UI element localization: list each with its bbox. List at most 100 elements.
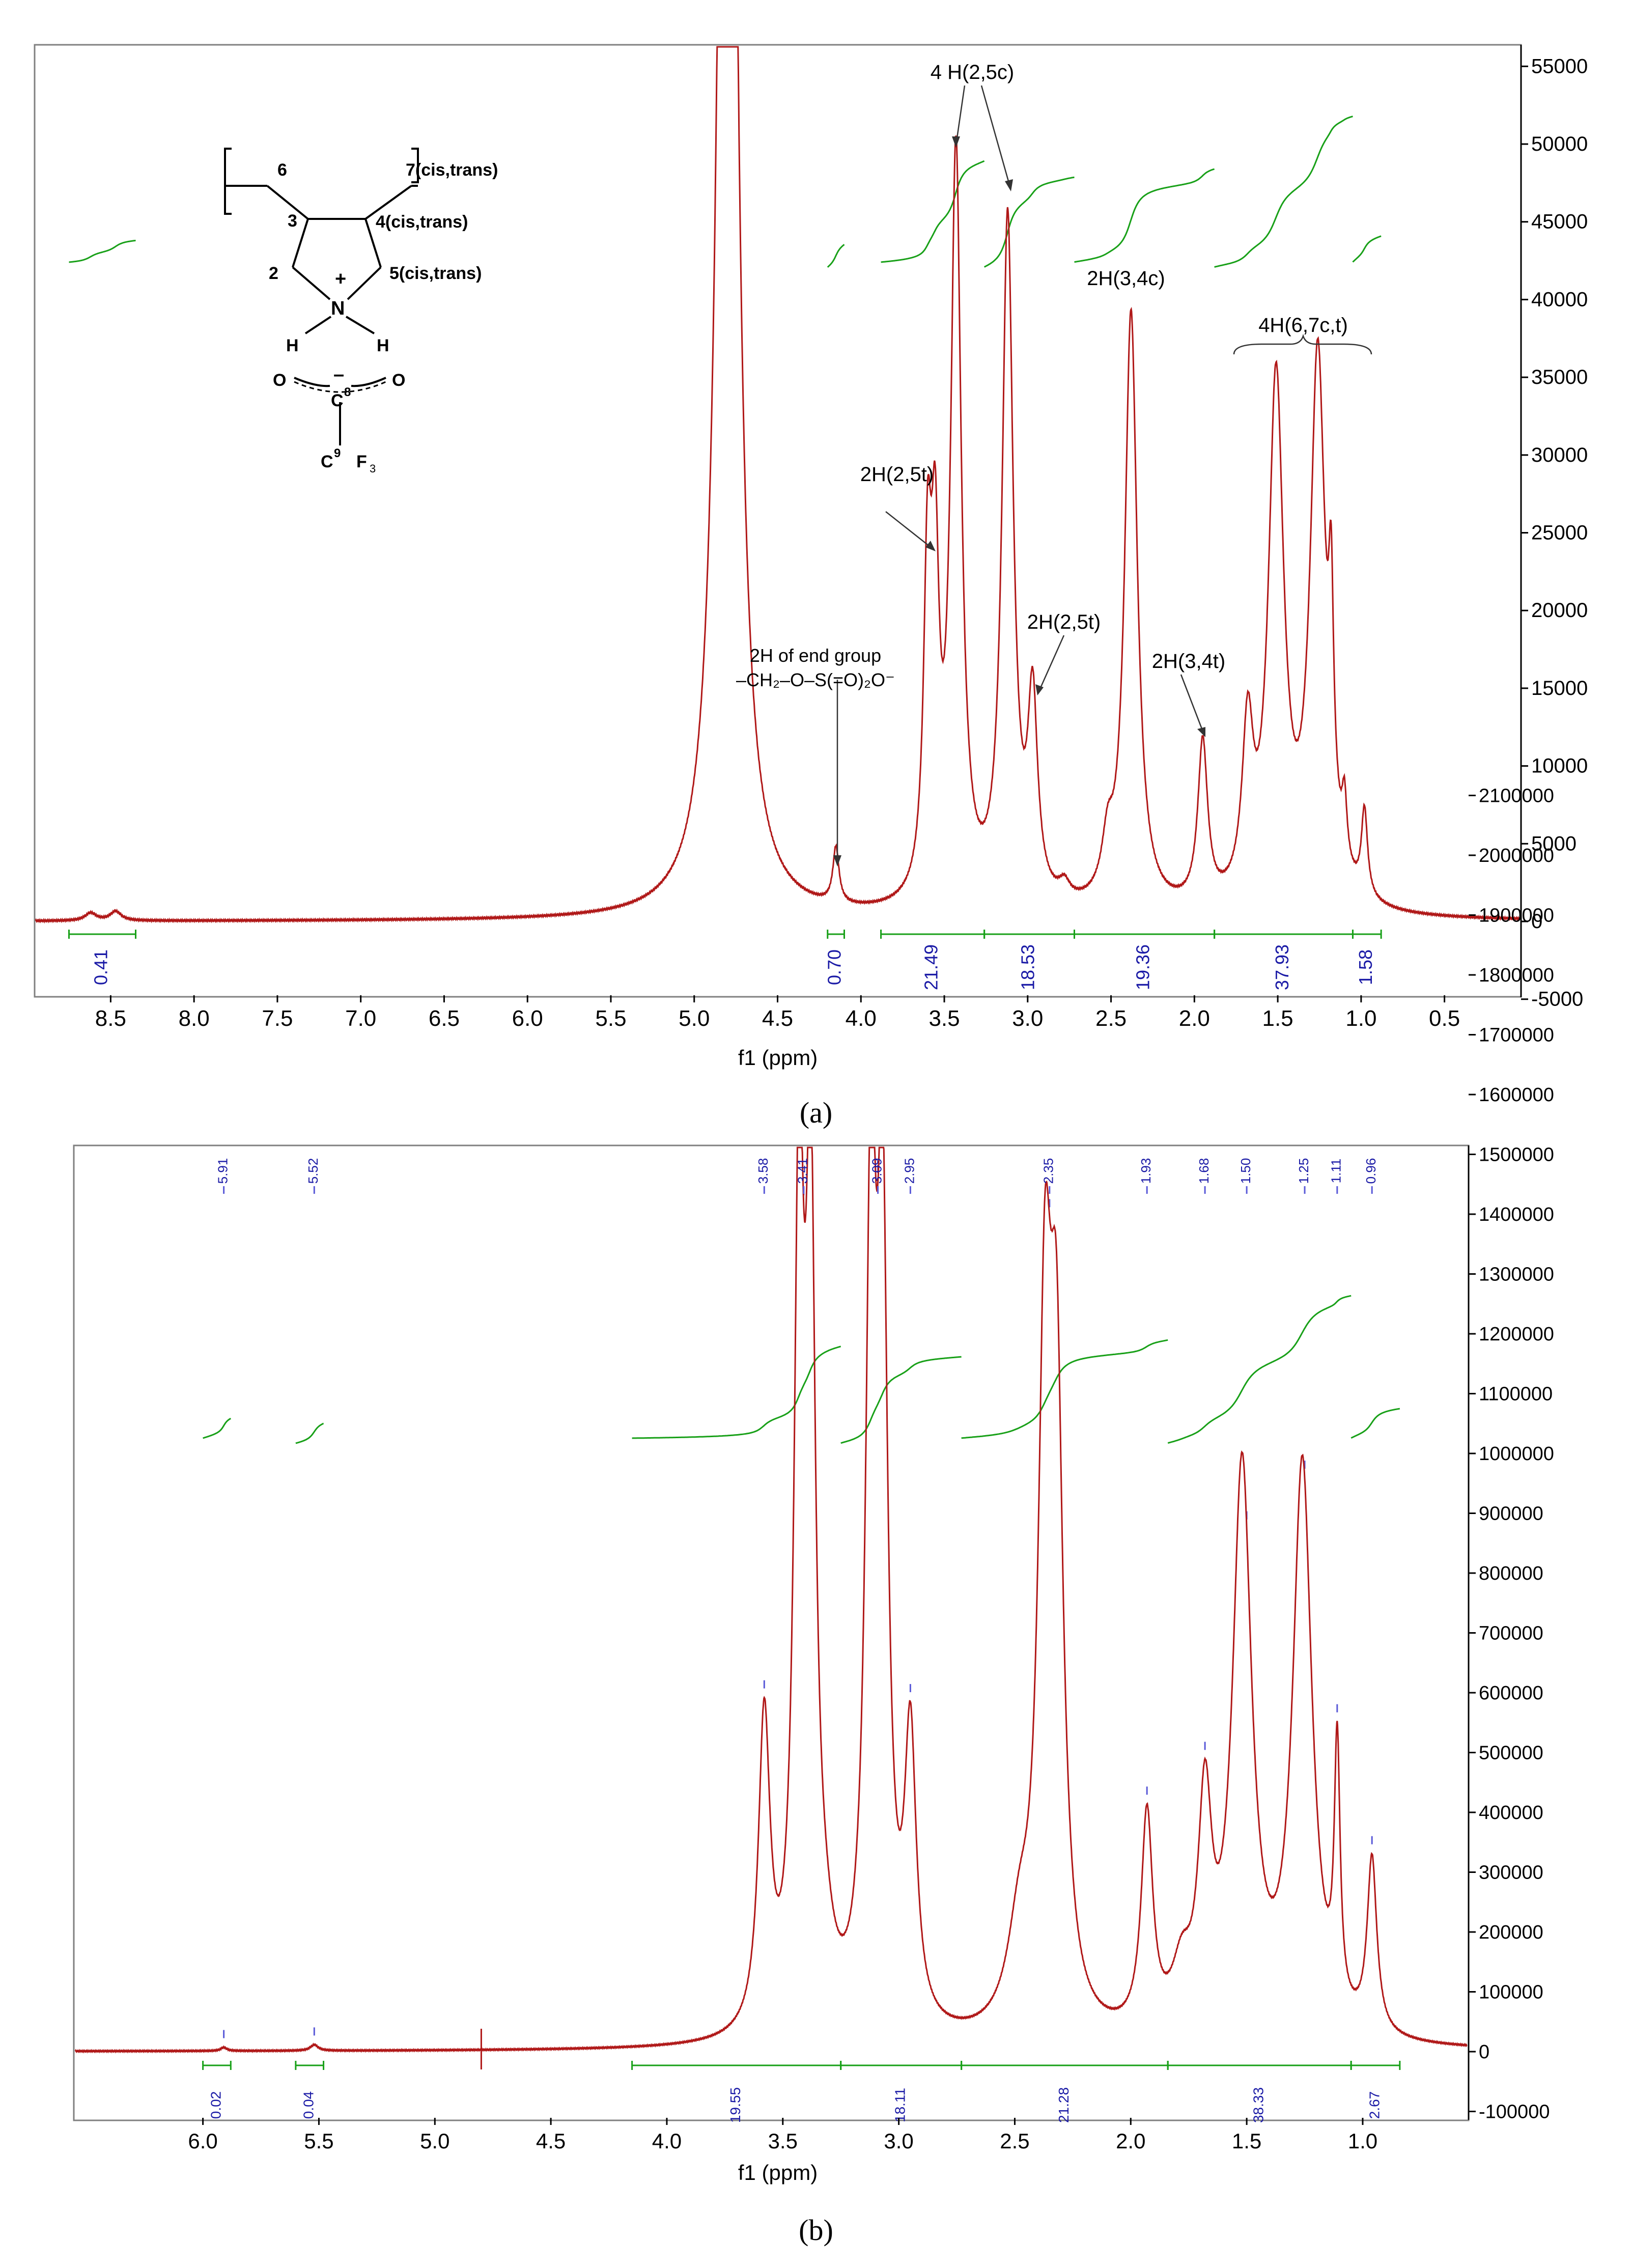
- peak-label: 1.25: [1296, 1158, 1311, 1184]
- y-tick-label: 45000: [1531, 211, 1588, 233]
- label-2h-2-5t-b: 2H(2,5t): [1027, 611, 1101, 633]
- structure-labels: 6 7(cis,trans) 3 4(cis,trans) 2 5(cis,tr…: [269, 160, 498, 475]
- panel-b-frame: [73, 1144, 1470, 2121]
- y-tick-label: 300000: [1479, 1862, 1543, 1884]
- integral-curve: [1214, 116, 1353, 268]
- x-tick-label: 2.0: [1179, 1006, 1210, 1031]
- y-tick-label: 600000: [1479, 1683, 1543, 1704]
- charge-minus: –: [333, 364, 344, 385]
- panel-a-x-axis: 8.5 8.0 7.5 7.0 6.5 6.0 5.5 5.0 4.5 4.0 3.5 3.0 2.5 2…: [95, 995, 1460, 1031]
- arrowhead-4h-left: [952, 136, 960, 148]
- atom-label-3: 3: [288, 211, 297, 231]
- y-tick-label: 1800000: [1479, 965, 1554, 986]
- x-tick-label: 7.5: [262, 1006, 293, 1031]
- arrow-4h-right: [980, 85, 1011, 189]
- label-4h-6-7c-t: 4H(6,7c,t): [1258, 314, 1348, 337]
- atom-label-C8: C: [331, 391, 344, 410]
- chemical-structure: 6 7(cis,trans) 3 4(cis,trans) 2 5(cis,tr…: [224, 148, 498, 475]
- y-tick-label: -5000: [1531, 988, 1583, 1011]
- y-tick-label: 35000: [1531, 366, 1588, 388]
- y-tick-label: 0: [1479, 2041, 1489, 2063]
- integral-value: 21.49: [921, 944, 942, 990]
- integral-value: 0.02: [208, 2091, 223, 2119]
- arrow-2h-3-4t: [1180, 674, 1205, 735]
- y-tick-label: 30000: [1531, 444, 1588, 466]
- atom-label-N: N: [331, 298, 345, 319]
- peak-label: 2.35: [1041, 1158, 1056, 1184]
- structure-bonds: [224, 148, 419, 445]
- peak-label: 0.96: [1363, 1158, 1378, 1184]
- y-tick-label: 1600000: [1479, 1084, 1554, 1106]
- atom-label-H1: H: [286, 336, 299, 355]
- panel-b-x-axis-label: f1 (ppm): [738, 2161, 818, 2185]
- panel-b-spectrum: 0.02 0.04 19.55 18.11 21.28 38.33 2.67 5.91 5.5…: [73, 786, 1554, 2247]
- integral-value: 1.58: [1355, 949, 1376, 985]
- arrow-2h-2-5t-right: [1037, 635, 1065, 693]
- x-tick-label: 6.0: [188, 2129, 217, 2153]
- x-tick-label: 4.0: [846, 1006, 877, 1031]
- integral-value: 19.55: [727, 2087, 743, 2123]
- y-tick-label: 2000000: [1479, 845, 1554, 866]
- integral-curve: [1352, 235, 1382, 263]
- y-tick-label: 1900000: [1479, 905, 1554, 927]
- peak-label: 1.11: [1329, 1159, 1344, 1184]
- x-tick-label: 6.0: [512, 1006, 543, 1031]
- x-tick-label: 7.0: [345, 1006, 376, 1031]
- y-tick-label: 700000: [1479, 1623, 1543, 1644]
- label-2h-3-4t: 2H(3,4t): [1152, 650, 1226, 673]
- atom-label-H2: H: [377, 336, 389, 355]
- arrowhead-2h-2-5t-left: [925, 541, 936, 551]
- atom-label-4: 4(cis,trans): [376, 212, 468, 232]
- y-tick-label: 1300000: [1479, 1264, 1554, 1285]
- y-tick-label: 1700000: [1479, 1025, 1554, 1046]
- x-tick-label: 5.5: [595, 1006, 626, 1031]
- integral-value: 18.11: [892, 2088, 908, 2122]
- bond-6-3: [266, 185, 309, 220]
- label-4h-2-5c: 4 H(2,5c): [931, 61, 1015, 83]
- peak-label: 3.41: [795, 1158, 810, 1184]
- integral-value: 21.28: [1056, 2087, 1072, 2123]
- integral-value: 37.93: [1272, 944, 1292, 990]
- y-tick-label: 1400000: [1479, 1204, 1554, 1225]
- y-tick-label: 500000: [1479, 1743, 1543, 1764]
- x-tick-label: 8.0: [179, 1006, 210, 1031]
- y-tick-label: -100000: [1479, 2102, 1550, 2123]
- arrow-4h-left: [955, 85, 966, 146]
- integral-value: 0.41: [91, 949, 111, 985]
- atom-label-O2: O: [392, 371, 405, 390]
- bond-5-N: [347, 266, 382, 300]
- brace-6-7: [1233, 333, 1372, 355]
- integral-value: 18.53: [1018, 944, 1038, 990]
- y-tick-label: 1000000: [1479, 1443, 1554, 1465]
- panel-a-y-axis: -5000 0 5000 10000 15000 20000 25000 30000 35000…: [1520, 45, 1588, 1011]
- integral-curve: [881, 160, 985, 263]
- label-end-group-line1: 2H of end group: [750, 645, 881, 666]
- bracket-left: [224, 148, 232, 215]
- panel-a-x-axis-label: f1 (ppm): [738, 1046, 818, 1070]
- peak-label: 3.09: [869, 1158, 884, 1184]
- y-tick-label: 40000: [1531, 288, 1588, 311]
- y-tick-label: 15000: [1531, 677, 1588, 699]
- integral-value: 19.36: [1133, 944, 1153, 990]
- y-tick-label: 1100000: [1479, 1384, 1553, 1405]
- bond-N-H1: [304, 316, 332, 334]
- x-tick-label: 3.0: [1012, 1006, 1043, 1031]
- x-tick-label: 1.5: [1232, 2129, 1261, 2153]
- label-end-group-line2: –CH₂–O–S(=O)₂O⁻: [736, 669, 895, 690]
- panel-a-arrowheads: [833, 136, 1205, 866]
- integral-value: 0.04: [301, 2091, 317, 2119]
- atom-label-O1: O: [273, 371, 286, 390]
- x-tick-label: 3.5: [928, 1006, 960, 1031]
- integral-curve: [827, 244, 845, 268]
- peak-label: 1.50: [1238, 1158, 1253, 1184]
- x-tick-label: 8.5: [95, 1006, 126, 1031]
- panel-b-y-axis: -100000 0 100000 200000 300000 400000 500000 60…: [1468, 786, 1554, 2123]
- peak-label: 1.93: [1138, 1158, 1153, 1184]
- x-tick-label: 4.5: [762, 1006, 793, 1031]
- y-tick-label: 10000: [1531, 755, 1588, 777]
- bond-4-7: [364, 185, 412, 220]
- panel-b-integral-bars: 0.02 0.04 19.55 18.11 21.28 38.33 2.67: [202, 2061, 1401, 2123]
- x-tick-label: 2.5: [1095, 1006, 1127, 1031]
- integral-curve: [1167, 1295, 1352, 1444]
